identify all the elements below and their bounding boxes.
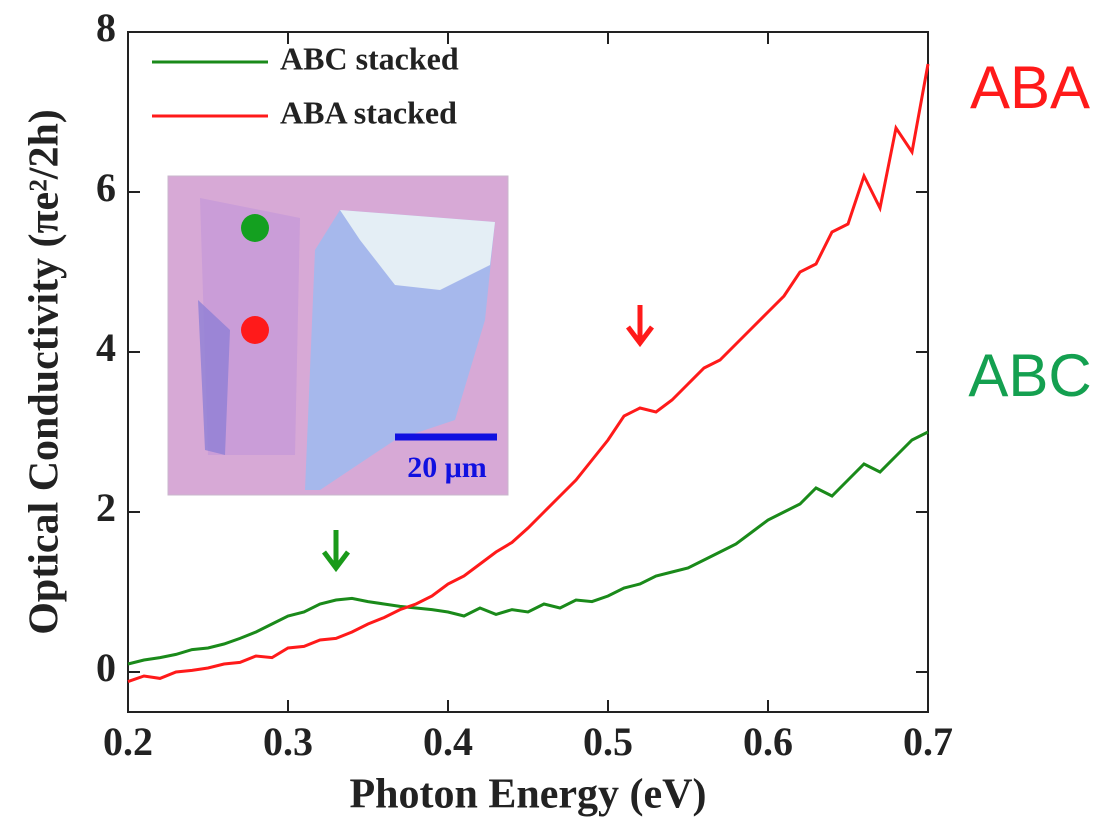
annotation: ABA (970, 54, 1090, 121)
x-tick-label: 0.5 (583, 719, 633, 764)
inset-dot (241, 316, 269, 344)
y-tick-label: 4 (96, 325, 116, 370)
inset-dot (241, 214, 269, 242)
data-line (127, 430, 929, 666)
legend-label: ABC stacked (280, 40, 459, 76)
x-tick-label: 0.4 (423, 719, 473, 764)
y-axis-title: Optical Conductivity (πe²/2h) (22, 109, 68, 635)
plot-frame (127, 31, 929, 713)
arrow (322, 530, 350, 573)
y-tick-label: 6 (96, 165, 116, 210)
data-line (127, 63, 930, 684)
scale-bar-label: 20 μm (407, 451, 487, 484)
x-axis-title: Photon Energy (eV) (350, 772, 707, 818)
annotation: ABC (968, 342, 1091, 409)
x-tick-label: 0.2 (103, 719, 153, 764)
arrow (626, 305, 654, 348)
y-tick-label: 0 (96, 645, 116, 690)
y-tick-label: 2 (96, 485, 116, 530)
x-tick-label: 0.6 (743, 719, 793, 764)
legend-label: ABA stacked (280, 94, 457, 130)
inset-image (167, 175, 509, 496)
y-tick-label: 8 (96, 5, 116, 50)
x-tick-label: 0.7 (903, 719, 953, 764)
x-tick-label: 0.3 (263, 719, 313, 764)
